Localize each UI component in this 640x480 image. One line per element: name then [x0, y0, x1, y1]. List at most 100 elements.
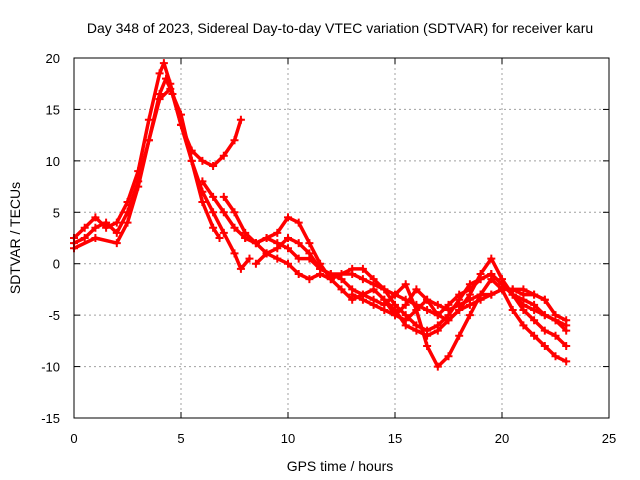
data-point-marker — [166, 84, 175, 93]
series-track-3 — [70, 84, 224, 253]
data-point-marker — [348, 290, 357, 299]
x-tick-label: 0 — [70, 431, 77, 446]
data-point-marker — [209, 162, 218, 170]
data-point-marker — [444, 306, 453, 314]
data-point-marker — [369, 285, 378, 294]
data-point-marker — [551, 311, 560, 320]
data-point-marker — [530, 331, 539, 340]
data-point-marker — [316, 264, 325, 273]
data-point-marker — [305, 239, 314, 248]
x-tick-label: 10 — [281, 431, 295, 446]
data-point-marker — [433, 311, 442, 320]
data-point-marker — [380, 285, 389, 294]
data-point-marker — [155, 69, 164, 78]
y-tick-label: 10 — [46, 154, 60, 169]
data-point-marker — [155, 95, 164, 104]
data-point-marker — [540, 295, 549, 304]
data-point-marker — [551, 352, 560, 361]
data-point-marker — [519, 306, 528, 314]
data-point-marker — [245, 254, 254, 263]
y-tick-label: 20 — [46, 51, 60, 66]
series-line — [72, 61, 243, 240]
data-point-marker — [262, 234, 271, 242]
data-point-marker — [391, 290, 399, 299]
data-point-marker — [444, 316, 453, 325]
data-point-marker — [358, 295, 367, 304]
data-point-marker — [562, 326, 571, 335]
y-tick-label: -5 — [48, 308, 60, 323]
data-point-marker — [305, 254, 314, 263]
x-tick-label: 25 — [602, 431, 616, 446]
data-point-marker — [412, 306, 421, 314]
data-point-marker — [230, 223, 239, 232]
data-point-marker — [562, 357, 571, 366]
series-layer — [70, 59, 571, 371]
data-point-marker — [530, 300, 539, 309]
data-point-marker — [251, 239, 260, 248]
data-point-marker — [112, 239, 121, 248]
data-point-marker — [284, 244, 292, 253]
ticks-layer: 0 5 10 15 20 25 -15 -10 -5 0 5 10 15 20 — [41, 51, 616, 446]
y-tick-label: 0 — [53, 257, 60, 272]
data-point-marker — [230, 136, 239, 145]
data-point-marker — [284, 213, 292, 222]
data-point-marker — [209, 192, 218, 201]
data-point-marker — [423, 295, 432, 304]
data-point-marker — [262, 249, 271, 258]
data-point-marker — [401, 300, 410, 309]
data-point-marker — [498, 285, 506, 294]
data-point-marker — [187, 156, 196, 165]
data-point-marker — [273, 254, 282, 263]
data-point-marker — [530, 290, 539, 299]
data-point-marker — [144, 136, 153, 145]
data-point-marker — [508, 285, 517, 294]
y-tick-label: 15 — [46, 102, 60, 117]
x-tick-label: 20 — [495, 431, 509, 446]
data-point-marker — [465, 311, 474, 320]
data-point-marker — [209, 223, 218, 232]
data-point-marker — [159, 59, 168, 68]
data-point-marker — [123, 218, 132, 227]
data-point-marker — [273, 239, 282, 248]
data-point-marker — [540, 326, 549, 335]
data-point-marker — [305, 275, 314, 284]
data-point-marker — [236, 115, 245, 124]
data-point-marker — [369, 275, 378, 284]
data-point-marker — [369, 300, 378, 309]
data-point-marker — [102, 218, 111, 227]
data-point-marker — [209, 208, 218, 217]
data-point-marker — [91, 213, 100, 222]
data-point-marker — [444, 352, 453, 361]
data-point-marker — [337, 275, 346, 284]
data-point-marker — [112, 228, 121, 237]
data-point-marker — [487, 290, 496, 299]
data-point-marker — [358, 275, 367, 284]
data-point-marker — [294, 270, 303, 278]
plot-frame — [73, 57, 610, 419]
data-point-marker — [433, 300, 442, 309]
data-point-marker — [401, 280, 410, 289]
data-point-marker — [91, 223, 100, 232]
data-point-marker — [219, 192, 228, 201]
data-point-marker — [530, 316, 539, 325]
chart-title: Day 348 of 2023, Sidereal Day-to-day VTE… — [87, 20, 593, 36]
data-point-marker — [465, 280, 474, 289]
y-tick-label: 5 — [53, 205, 60, 220]
data-point-marker — [284, 259, 292, 268]
x-tick-label: 15 — [388, 431, 402, 446]
data-point-marker — [215, 234, 224, 242]
data-point-marker — [80, 234, 89, 242]
data-point-marker — [273, 228, 282, 237]
data-point-marker — [91, 234, 100, 242]
data-point-marker — [412, 285, 421, 294]
x-axis-label: GPS time / hours — [287, 458, 394, 474]
x-tick-label: 5 — [177, 431, 184, 446]
grid-layer — [74, 58, 609, 418]
data-point-marker — [337, 285, 346, 294]
data-point-marker — [219, 228, 228, 237]
data-point-marker — [162, 74, 171, 83]
data-point-marker — [508, 306, 517, 314]
data-point-marker — [380, 306, 389, 314]
data-point-marker — [236, 264, 245, 273]
